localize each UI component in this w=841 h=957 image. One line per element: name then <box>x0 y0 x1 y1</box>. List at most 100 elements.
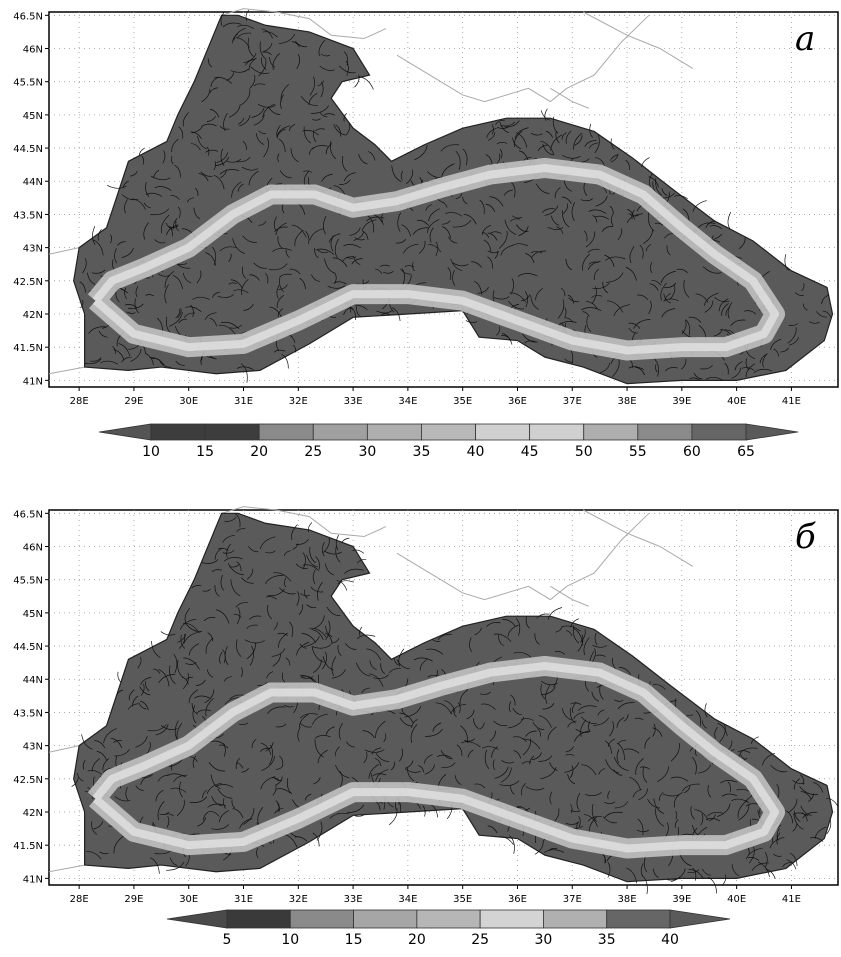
lat-tick-label: 45N <box>23 111 43 122</box>
streamline <box>132 695 139 707</box>
streamline <box>161 214 170 234</box>
streamline <box>368 764 380 779</box>
streamline <box>135 785 144 791</box>
streamline <box>520 294 531 302</box>
streamline <box>692 867 697 881</box>
streamline <box>299 643 307 649</box>
lat-tick-label: 46N <box>23 543 43 554</box>
streamline <box>260 776 276 790</box>
streamline <box>336 579 348 591</box>
lat-tick-label: 42.5N <box>13 277 43 288</box>
streamline <box>200 171 213 177</box>
streamline <box>474 627 482 636</box>
colorbar-tick-label: 15 <box>345 932 363 948</box>
streamline <box>391 165 402 183</box>
streamline <box>675 810 678 820</box>
streamline <box>257 103 276 108</box>
streamline <box>709 225 722 229</box>
streamline <box>333 185 346 196</box>
streamline <box>524 340 537 344</box>
lat-tick-label: 42N <box>23 310 43 321</box>
streamline <box>319 65 335 71</box>
streamline <box>150 175 171 181</box>
lat-tick-label: 43N <box>23 244 43 255</box>
streamline <box>440 750 453 760</box>
sea-current-field <box>73 9 834 385</box>
streamline <box>762 354 767 368</box>
streamline <box>220 574 224 591</box>
streamline <box>207 632 214 642</box>
streamline <box>100 360 118 365</box>
streamline <box>572 701 577 714</box>
streamline <box>207 803 226 808</box>
lat-tick-label: 44N <box>23 675 43 686</box>
streamline <box>493 633 512 642</box>
streamline <box>389 808 398 826</box>
lon-tick-label: 33E <box>344 894 363 905</box>
streamline <box>248 57 257 71</box>
streamline <box>355 305 368 311</box>
streamline <box>498 230 508 249</box>
streamline <box>570 618 580 628</box>
streamline <box>575 728 591 733</box>
streamline <box>542 208 555 213</box>
streamline <box>131 198 146 210</box>
land-coastline <box>550 585 589 607</box>
streamline <box>223 113 228 132</box>
streamline <box>185 306 202 313</box>
streamline <box>168 312 183 327</box>
streamline <box>542 143 554 156</box>
colorbar-tick-label: 65 <box>737 444 755 460</box>
streamline <box>81 734 93 750</box>
streamline <box>567 720 577 728</box>
streamline <box>496 153 501 165</box>
colorbar-tick-label: 30 <box>535 932 553 948</box>
streamline <box>306 554 318 568</box>
streamline <box>419 658 428 671</box>
colorbar-box <box>150 423 206 441</box>
streamline <box>241 767 249 773</box>
streamline <box>352 549 365 554</box>
streamline <box>454 775 462 785</box>
lat-tick-label: 44N <box>23 177 43 188</box>
colorbar-tick-label: 40 <box>467 444 485 460</box>
streamline <box>648 176 659 188</box>
streamline <box>236 366 254 371</box>
streamline <box>337 644 342 656</box>
streamline <box>91 821 98 835</box>
colorbar-box <box>691 423 747 441</box>
streamline <box>676 268 688 274</box>
streamline <box>660 270 677 284</box>
lon-tick-label: 34E <box>398 894 417 905</box>
streamline <box>670 868 686 883</box>
streamline <box>125 786 129 801</box>
streamline <box>235 762 244 769</box>
streamline <box>253 114 265 126</box>
streamline <box>721 303 729 316</box>
streamline <box>241 89 251 105</box>
streamline <box>305 230 310 245</box>
streamline <box>753 368 772 374</box>
streamline <box>504 189 513 196</box>
streamline <box>173 217 178 230</box>
streamline <box>169 665 176 685</box>
streamline <box>604 740 612 754</box>
streamline <box>793 813 804 830</box>
streamline <box>405 169 414 185</box>
streamline <box>241 278 249 296</box>
panel-b: б 46.5N 46N 45.5N 45N 44.5N 44N 43.5N 43N 42.5N 4… <box>0 498 841 957</box>
streamline <box>688 869 704 879</box>
streamline <box>175 220 179 232</box>
streamline <box>510 218 520 222</box>
streamline <box>145 294 154 297</box>
streamline <box>822 310 832 318</box>
streamline <box>637 818 644 835</box>
streamline <box>230 279 243 289</box>
streamline <box>309 76 316 96</box>
streamline <box>354 237 365 241</box>
streamline <box>657 766 669 782</box>
streamline <box>269 263 288 271</box>
streamline <box>314 739 324 758</box>
streamline <box>343 244 362 249</box>
streamline <box>263 51 272 56</box>
